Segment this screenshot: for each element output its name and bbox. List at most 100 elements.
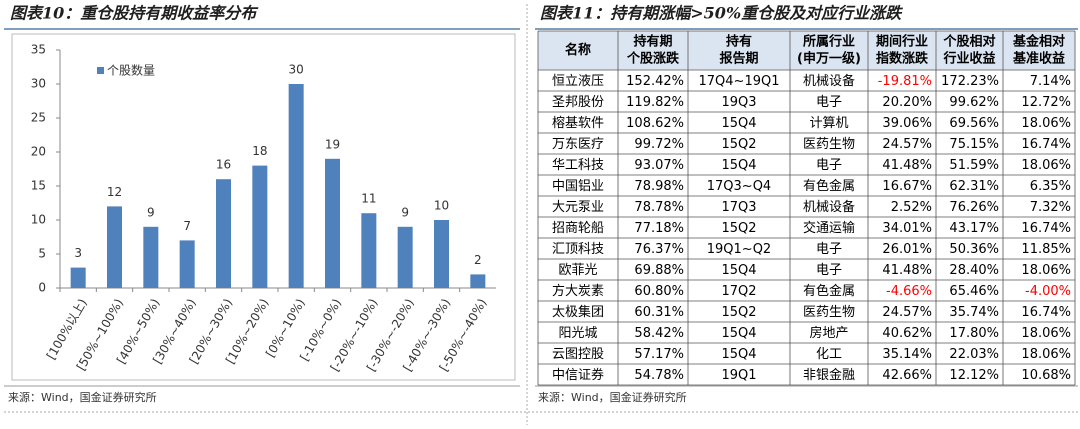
table-cell: 57.17%: [634, 347, 684, 362]
table-cell: 15Q2: [721, 221, 756, 236]
y-tick-label: 25: [31, 111, 46, 125]
data-label: 3: [74, 246, 82, 260]
table-header: 期间行业: [876, 34, 928, 50]
legend-label: 个股数量: [107, 63, 155, 78]
table-cell: -4.00%: [1025, 284, 1071, 299]
table-cell: 圣邦股份: [552, 95, 604, 110]
table-cell: 18.06%: [1021, 326, 1071, 341]
bar: [179, 240, 195, 288]
table-cell: 93.07%: [634, 158, 684, 173]
table-cell: 17Q2: [721, 284, 756, 299]
table-cell: 7.14%: [1030, 74, 1071, 89]
table-cell: 77.18%: [634, 221, 684, 236]
table-cell: 15Q2: [721, 305, 756, 320]
table-header: 基准收益: [1012, 51, 1065, 67]
table-cell: 69.56%: [949, 116, 999, 131]
table-cell: 22.03%: [949, 347, 999, 362]
table-header: 行业收益: [942, 51, 995, 67]
bar: [397, 226, 413, 288]
table-cell: 17Q4~19Q1: [699, 74, 780, 89]
table-cell: 50.36%: [949, 242, 999, 257]
table-cell: 15Q4: [721, 326, 756, 341]
table-cell: 28.40%: [949, 263, 999, 278]
table-cell: 16.74%: [1021, 305, 1071, 320]
table-cell: 医药生物: [803, 305, 855, 320]
table-cell: 太极集团: [552, 304, 604, 320]
table-cell: 16.74%: [1021, 137, 1071, 152]
table-cell: 16.67%: [882, 179, 932, 194]
y-tick-label: 0: [38, 281, 46, 295]
table-cell: 24.57%: [882, 305, 932, 320]
table-cell: 152.42%: [626, 74, 684, 89]
y-tick-label: 35: [31, 43, 46, 57]
table-cell: 中国铝业: [552, 179, 604, 194]
y-tick-label: 5: [38, 247, 46, 261]
table-header: 持有期: [633, 34, 672, 50]
legend-swatch: [97, 67, 104, 74]
table-cell: 35.74%: [949, 305, 999, 320]
table-cell: 40.62%: [882, 326, 932, 341]
table-cell: 有色金属: [803, 283, 855, 299]
table-cell: 39.06%: [882, 116, 932, 131]
table-cell: 20.20%: [882, 95, 932, 110]
data-label: 18: [252, 144, 267, 158]
table-cell: 榕基软件: [552, 116, 604, 131]
table-cell: 17Q3~Q4: [707, 179, 771, 194]
table-cell: 75.15%: [949, 137, 999, 152]
table-cell: 62.31%: [949, 179, 999, 194]
bar: [470, 274, 486, 288]
table-cell: 机械设备: [803, 73, 855, 89]
table-header: 基金相对: [1012, 34, 1065, 50]
data-label: 16: [216, 158, 231, 172]
table-cell: 阳光城: [558, 326, 597, 341]
table-cell: 交通运输: [803, 220, 855, 236]
table-cell: 有色金属: [803, 178, 855, 194]
bar: [252, 165, 268, 288]
table-cell: 房地产: [809, 325, 848, 341]
data-label: 2: [474, 253, 482, 267]
table-cell: 15Q4: [721, 347, 756, 362]
table-cell: 51.59%: [949, 158, 999, 173]
data-label: 7: [183, 219, 191, 233]
y-tick-label: 20: [31, 145, 46, 159]
table-cell: 2.52%: [891, 200, 932, 215]
table-cell: 电子: [816, 95, 842, 110]
table-cell: -19.81%: [878, 74, 932, 89]
table-header: (申万一级): [797, 51, 861, 67]
table-cell: 电子: [816, 242, 842, 257]
table-cell: 15Q4: [721, 158, 756, 173]
table-cell: 35.14%: [882, 347, 932, 362]
table-cell: 18.06%: [1021, 158, 1071, 173]
table-cell: 招商轮船: [552, 221, 604, 236]
table-cell: 11.85%: [1021, 242, 1071, 257]
table-header-bg: [538, 31, 1075, 70]
bar: [107, 206, 122, 288]
table-cell: 18.06%: [1021, 116, 1071, 131]
table-cell: 7.32%: [1030, 200, 1071, 215]
left-title: 图表10：重仓股持有期收益率分布: [10, 4, 259, 23]
table-cell: 恒立液压: [552, 74, 604, 89]
table-cell: 汇顶科技: [552, 242, 604, 257]
table-cell: 60.31%: [634, 305, 684, 320]
table-cell: 15Q2: [721, 137, 756, 152]
table-header: 个股涨跌: [626, 51, 680, 67]
table-cell: 12.12%: [949, 368, 999, 383]
table-cell: 60.80%: [634, 284, 684, 299]
left-source: 来源：Wind，国金证券研究所: [8, 390, 157, 404]
bar: [361, 213, 377, 288]
table-cell: 机械设备: [803, 199, 855, 215]
table-cell: 43.17%: [949, 221, 999, 236]
bar: [70, 267, 86, 288]
table-cell: 65.46%: [949, 284, 999, 299]
right-title: 图表11：持有期涨幅>50%重仓股及对应行业涨跌: [540, 4, 903, 23]
table-cell: 119.82%: [626, 95, 684, 110]
table-cell: 6.35%: [1030, 179, 1071, 194]
table-header: 报告期: [719, 51, 758, 67]
y-tick-label: 10: [31, 213, 46, 227]
table-cell: 15Q4: [721, 116, 756, 131]
data-label: 10: [434, 199, 449, 213]
bar: [325, 158, 340, 288]
table-cell: 17Q3: [721, 200, 756, 215]
table-cell: 非银金融: [803, 367, 855, 383]
